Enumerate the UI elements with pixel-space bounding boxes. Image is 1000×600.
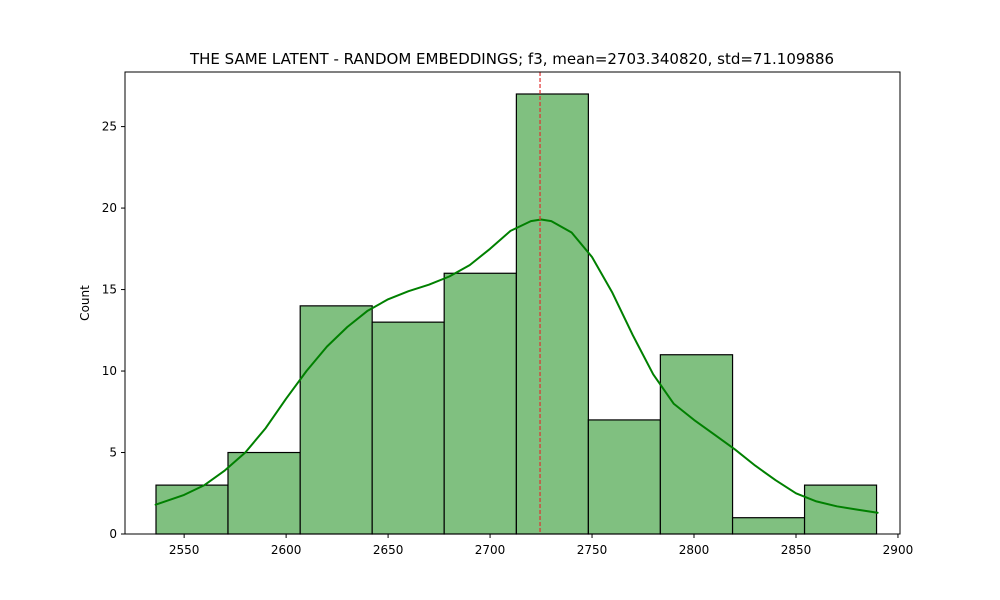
- x-tick-label: 2750: [577, 543, 608, 557]
- plot-frame: [124, 71, 901, 535]
- histogram-bar-9: [731, 517, 806, 535]
- histogram-bar-7: [587, 419, 661, 535]
- y-tick-label: 25: [102, 120, 117, 134]
- histogram-bar-2: [227, 451, 301, 535]
- y-tick-label: 15: [102, 283, 117, 297]
- x-tick-label: 2600: [271, 543, 302, 557]
- y-tick-label: 20: [102, 201, 117, 215]
- chart-title: THE SAME LATENT - RANDOM EMBEDDINGS; f3,…: [189, 50, 834, 68]
- histogram-bar-1: [155, 484, 229, 535]
- histogram-bars: [155, 93, 878, 535]
- histogram-bar-4: [371, 321, 445, 535]
- kde-curve: [154, 218, 879, 514]
- x-tick-label: 2900: [883, 543, 914, 557]
- histogram-bar-5: [443, 272, 517, 535]
- histogram-bar-6: [515, 93, 589, 535]
- y-axis-label: Count: [78, 285, 92, 321]
- kde-line: [154, 218, 879, 514]
- x-axis-ticks: 2550 2600 2650 2700 2750 2800 2850 2900: [169, 534, 913, 557]
- x-tick-label: 2650: [373, 543, 404, 557]
- x-tick-label: 2550: [169, 543, 200, 557]
- histogram-bar-10: [803, 484, 878, 535]
- x-tick-label: 2850: [781, 543, 812, 557]
- x-tick-label: 2800: [679, 543, 710, 557]
- histogram-bar-8: [659, 354, 734, 535]
- y-axis-ticks: 0 5 10 15 20 25: [102, 120, 125, 541]
- y-tick-label: 10: [102, 364, 117, 378]
- histogram-bar-3: [299, 305, 373, 535]
- y-tick-label: 0: [109, 527, 117, 541]
- x-tick-label: 2700: [475, 543, 506, 557]
- y-tick-label: 5: [109, 446, 117, 460]
